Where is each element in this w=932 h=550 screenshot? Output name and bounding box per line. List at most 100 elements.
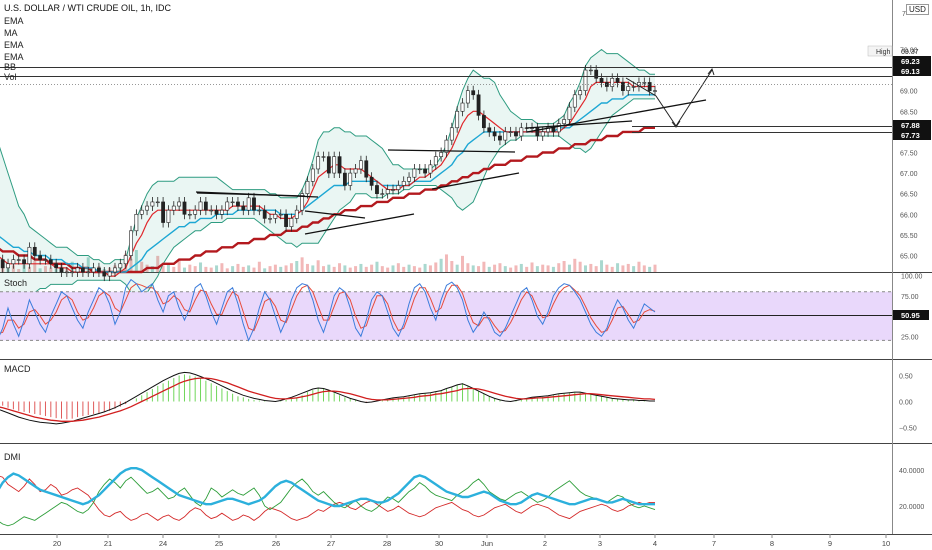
volume-bar <box>199 262 203 272</box>
time-tick-label: 24 <box>159 539 167 548</box>
trendline <box>196 192 306 197</box>
candle-down <box>369 176 374 186</box>
macd-tick-label: −0.50 <box>899 426 917 433</box>
volume-bar <box>583 265 587 272</box>
candle-down <box>514 131 518 137</box>
candle-up <box>508 131 513 133</box>
candle-up <box>155 201 160 204</box>
candle-up <box>578 90 583 96</box>
candle-up <box>401 181 406 186</box>
candle-up <box>556 123 561 133</box>
candle-down <box>599 78 604 83</box>
volume-bar <box>562 261 566 272</box>
price-tick-label: 69.00 <box>900 89 918 96</box>
candle-up <box>198 201 203 211</box>
candle-up <box>289 218 294 227</box>
candle-up <box>444 139 449 153</box>
stoch-pane-label[interactable]: Stoch <box>4 278 28 288</box>
candle-down <box>22 259 26 265</box>
volume-bar <box>444 254 448 272</box>
candle-up <box>540 131 545 137</box>
candle-up <box>129 230 133 256</box>
volume-bar <box>487 266 491 272</box>
dmi-pane-label[interactable]: DMI <box>4 452 21 462</box>
currency-badge[interactable]: USD <box>906 4 929 15</box>
candle-up <box>187 214 192 216</box>
candle-down <box>182 201 187 215</box>
volume-bar <box>86 257 90 272</box>
volume-bar <box>525 266 529 272</box>
candle-up <box>294 209 299 219</box>
macd-pane-label[interactable]: MACD <box>4 364 31 374</box>
candle-up <box>86 271 91 274</box>
volume-bar <box>535 266 539 272</box>
volume-bar <box>166 263 170 272</box>
stoch-k-line <box>0 278 656 342</box>
volume-bar <box>557 263 561 272</box>
volume-bar <box>17 269 21 272</box>
price-tag-box <box>893 120 931 130</box>
price-tick-label: 68.50 <box>900 109 918 116</box>
candle-down <box>48 259 53 265</box>
volume-bar <box>610 266 614 272</box>
candle-up <box>246 197 251 211</box>
price-tick-label: 66.00 <box>900 212 918 219</box>
candle-down <box>375 185 379 194</box>
candle-down <box>54 263 59 269</box>
candle-down <box>241 205 246 211</box>
price-tag-box <box>893 130 931 140</box>
time-tick-label: 8 <box>770 539 774 548</box>
price-tag-2: 69.13 <box>901 67 920 76</box>
indicator-label-bb[interactable]: BB <box>4 62 17 72</box>
candle-up <box>455 110 460 129</box>
volume-bar <box>375 261 379 272</box>
candle-up <box>353 168 358 174</box>
candle-down <box>337 156 342 174</box>
volume-bar <box>279 266 283 272</box>
volume-bar <box>418 267 422 272</box>
dmi-tick-label: 20.0000 <box>899 504 924 511</box>
chart-title: U.S. DOLLAR / WTI CRUDE OIL, 1h, IDC <box>4 3 172 13</box>
indicator-label-vol[interactable]: Vol <box>4 72 17 82</box>
volume-bar <box>289 263 293 272</box>
volume-bar <box>209 267 213 272</box>
volume-bar <box>295 261 299 272</box>
indicator-label-ema-1[interactable]: EMA <box>4 16 24 26</box>
volume-bar <box>530 262 534 272</box>
volume-bar <box>503 266 507 272</box>
volume-bar <box>637 261 641 272</box>
candle-up <box>310 168 315 182</box>
candle-up <box>321 156 326 158</box>
volume-bar <box>519 263 523 272</box>
indicator-label-ma[interactable]: MA <box>4 28 18 38</box>
time-tick-label: 25 <box>215 539 223 548</box>
candle-up <box>43 259 48 261</box>
candle-down <box>482 115 486 129</box>
volume-bar <box>514 265 518 272</box>
candle-down <box>284 214 288 227</box>
candle-down <box>342 172 347 186</box>
volume-bar <box>354 266 358 272</box>
volume-bar <box>471 265 475 272</box>
volume-bar <box>322 266 325 272</box>
dmi-tick-label: 40.0000 <box>899 468 924 475</box>
volume-bar <box>364 266 368 272</box>
time-tick-label: 27 <box>327 539 335 548</box>
volume-bar <box>541 264 545 272</box>
price-tick-label: 65.50 <box>900 233 918 240</box>
indicator-label-ema-2[interactable]: EMA <box>4 40 24 50</box>
volume-bar <box>386 267 390 272</box>
volume-bar <box>428 265 432 272</box>
volume-bar <box>182 267 186 272</box>
price-tick-label: 67.00 <box>900 171 918 178</box>
candle-up <box>16 259 21 261</box>
candle-down <box>487 127 492 133</box>
price-tag-4: 67.73 <box>901 131 920 140</box>
indicator-label-ema-3[interactable]: EMA <box>4 52 24 62</box>
time-tick-label: 4 <box>653 539 657 548</box>
candle-up <box>391 189 395 191</box>
candle-up <box>396 185 401 190</box>
volume-bar <box>225 268 229 272</box>
volume-bar <box>236 263 240 272</box>
candle-up <box>273 214 278 219</box>
